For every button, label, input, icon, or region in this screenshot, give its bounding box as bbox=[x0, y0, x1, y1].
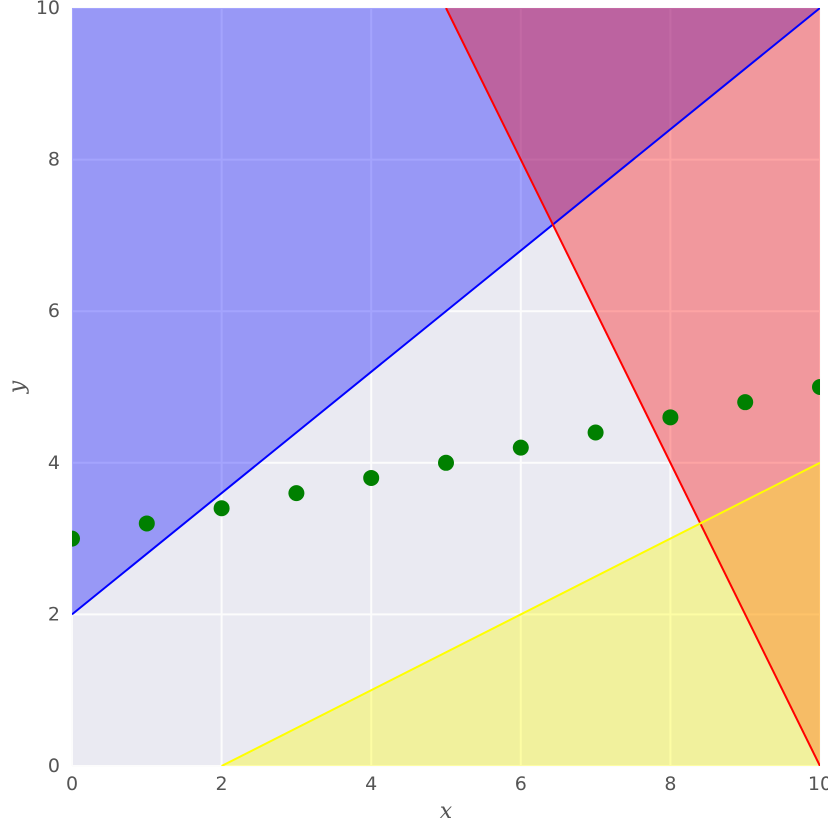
scatter-point bbox=[737, 394, 753, 410]
chart-container: 0 2 4 6 8 10 0 2 4 6 8 10 x y bbox=[0, 0, 828, 828]
scatter-point bbox=[662, 409, 678, 425]
y-tick-label: 4 bbox=[48, 452, 60, 474]
y-axis-title: y bbox=[5, 380, 30, 394]
scatter-point bbox=[812, 379, 828, 395]
scatter-point bbox=[513, 440, 529, 456]
y-tick-label: 0 bbox=[48, 755, 60, 777]
x-tick-label: 8 bbox=[664, 773, 676, 795]
scatter-point bbox=[64, 531, 80, 547]
x-tick-label: 4 bbox=[365, 773, 377, 795]
scatter-point bbox=[363, 470, 379, 486]
scatter-point bbox=[438, 455, 454, 471]
scatter-point bbox=[139, 515, 155, 531]
x-tick-label: 6 bbox=[515, 773, 527, 795]
y-tick-label: 8 bbox=[48, 149, 60, 171]
scatter-point bbox=[588, 424, 604, 440]
x-tick-label: 0 bbox=[66, 773, 78, 795]
x-tick-label: 10 bbox=[808, 773, 828, 795]
y-tick-label: 10 bbox=[36, 0, 60, 19]
x-tick-labels: 0 2 4 6 8 10 bbox=[66, 773, 828, 795]
x-axis-title: x bbox=[440, 799, 453, 824]
scatter-point bbox=[288, 485, 304, 501]
y-tick-label: 6 bbox=[48, 300, 60, 322]
scatter-point bbox=[214, 500, 230, 516]
y-tick-labels: 0 2 4 6 8 10 bbox=[36, 0, 60, 777]
y-tick-label: 2 bbox=[48, 603, 60, 625]
x-tick-label: 2 bbox=[216, 773, 228, 795]
chart-svg: 0 2 4 6 8 10 0 2 4 6 8 10 x y bbox=[0, 0, 828, 828]
